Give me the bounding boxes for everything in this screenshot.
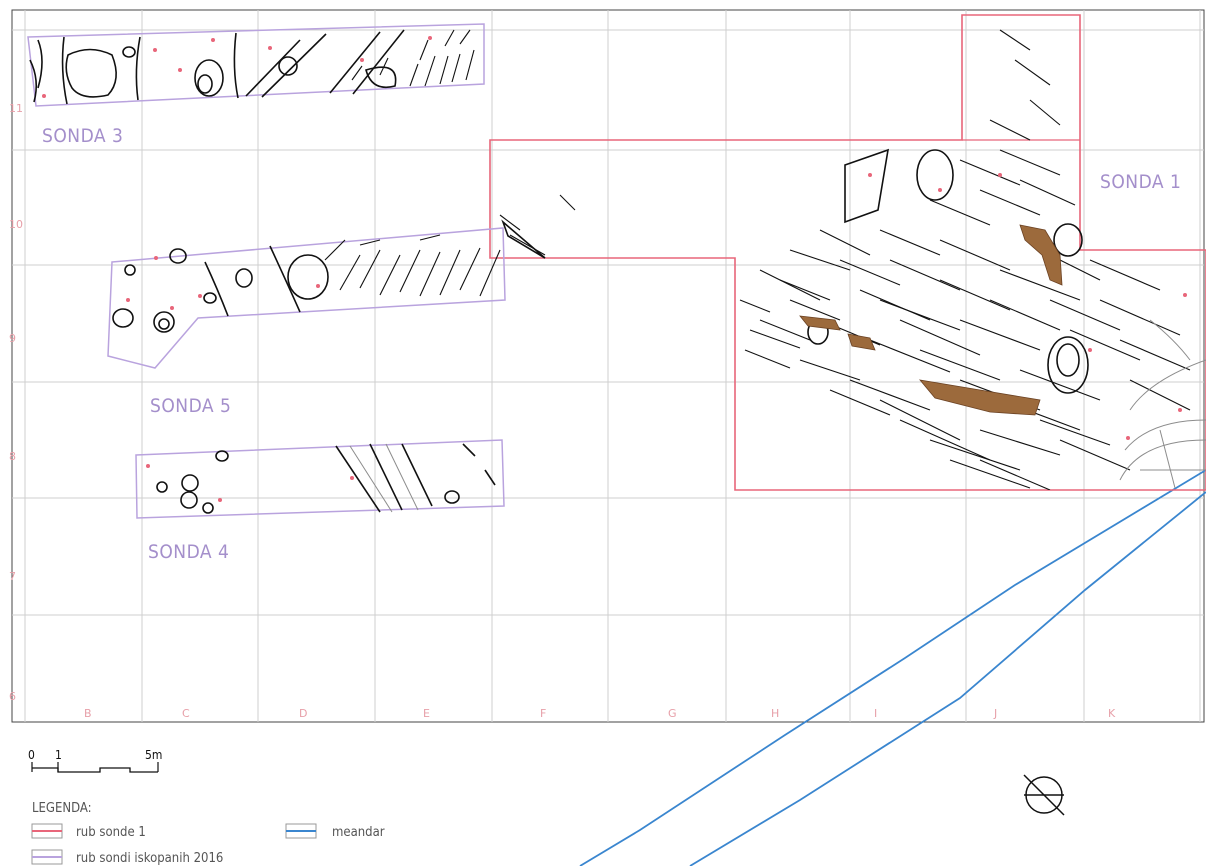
scale-tick-0: 0 <box>28 748 35 762</box>
sonda-3-trench <box>27 23 485 107</box>
row-label: 8 <box>9 450 16 463</box>
survey-grid <box>12 10 1204 722</box>
meander-lines <box>579 469 1206 866</box>
legend: LEGENDA: rub sonde 1 meandar rub sondi i… <box>31 801 385 866</box>
scale-tick-5m: 5m <box>145 748 162 762</box>
sonda-1-label: SONDA 1 <box>1100 171 1181 193</box>
column-label: D <box>299 707 307 720</box>
sonda-1-trench <box>489 14 1206 491</box>
sonda-3-label: SONDA 3 <box>42 125 123 147</box>
legend-item-meandar: meandar <box>285 823 385 840</box>
sonda-5-label: SONDA 5 <box>150 395 231 417</box>
column-label: E <box>423 707 430 720</box>
grid-row-labels: 11 10 9 8 7 6 <box>9 102 23 703</box>
column-label: G <box>668 707 677 720</box>
scale-tick-1: 1 <box>55 748 62 762</box>
legend-label: meandar <box>332 825 385 840</box>
column-label: I <box>874 707 877 720</box>
legend-label: rub sonde 1 <box>76 825 146 840</box>
legend-item-sondas-2016: rub sondi iskopanih 2016 <box>31 849 223 866</box>
row-label: 10 <box>9 218 23 231</box>
row-label: 7 <box>9 570 16 583</box>
row-label: 6 <box>9 690 16 703</box>
column-label: H <box>771 707 779 720</box>
row-label: 9 <box>9 332 16 345</box>
sonda-5-trench <box>107 227 506 369</box>
row-label: 11 <box>9 102 23 115</box>
scale-bar: 0 1 5m <box>28 748 162 773</box>
legend-label: rub sondi iskopanih 2016 <box>76 851 223 866</box>
legend-title: LEGENDA: <box>32 801 92 816</box>
sonda-4-label: SONDA 4 <box>148 541 229 563</box>
column-label: C <box>182 707 190 720</box>
legend-item-sonda-1: rub sonde 1 <box>31 823 146 840</box>
column-label: F <box>540 707 546 720</box>
north-arrow-icon <box>1023 774 1065 816</box>
grid-column-labels: B C D E F G H I J K <box>84 707 1116 720</box>
column-label: J <box>993 707 997 720</box>
sonda-4-trench <box>135 439 505 519</box>
column-label: K <box>1108 707 1116 720</box>
column-label: B <box>84 707 92 720</box>
